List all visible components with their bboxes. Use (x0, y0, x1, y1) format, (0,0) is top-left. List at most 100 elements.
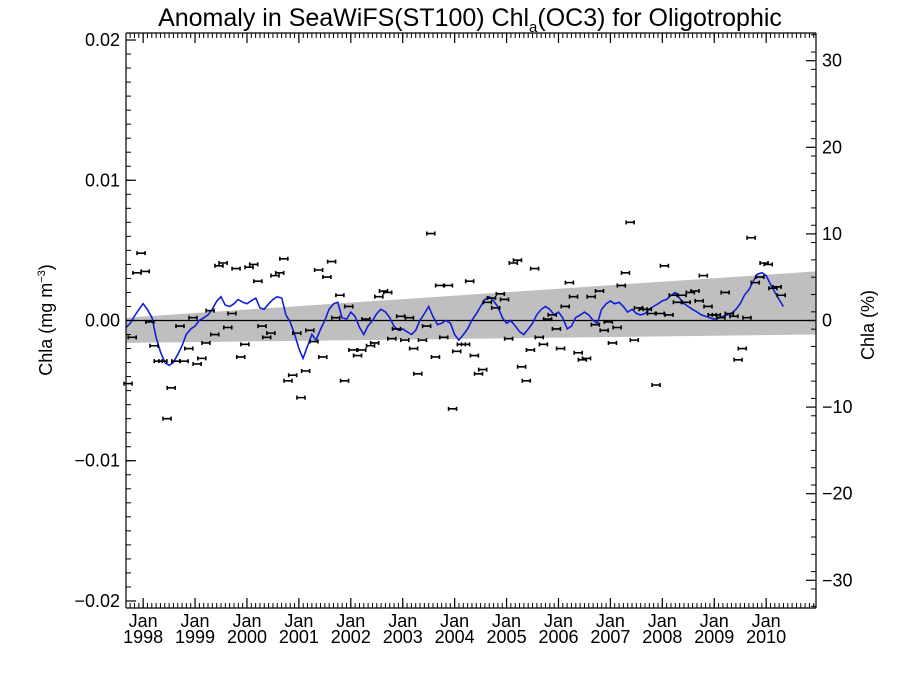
monthly-point (421, 324, 432, 329)
chart-title-subscript: a (529, 19, 538, 36)
left-tick-label: 0.00 (85, 311, 120, 331)
smoothed-anomaly-line (125, 271, 784, 367)
monthly-point (555, 346, 566, 351)
left-tick-label: 0.01 (85, 170, 120, 190)
error-bar (266, 331, 276, 336)
monthly-point (672, 300, 683, 305)
error-bar (469, 353, 480, 358)
left-tick-label: 0.02 (85, 30, 120, 50)
monthly-point (573, 350, 584, 355)
error-bar (750, 280, 761, 285)
error-bar (772, 284, 782, 289)
y-axis-label-left-close: ) (36, 264, 56, 270)
chart-title-rest: (OC3) for Oligotrophic (537, 4, 782, 32)
monthly-point (508, 261, 519, 265)
monthly-point (434, 283, 445, 288)
monthly-point (755, 275, 765, 280)
x-tick-year-label: 2008 (642, 627, 682, 647)
error-bar (555, 346, 566, 351)
monthly-point (612, 325, 622, 330)
monthly-point (664, 312, 674, 317)
monthly-point (430, 354, 441, 359)
error-bar (594, 289, 605, 294)
y-axis-label-left-main: Chla (mg m (36, 283, 56, 376)
monthly-point (218, 261, 228, 265)
error-bar (330, 315, 341, 320)
error-bar (300, 368, 311, 373)
error-bar (395, 314, 406, 319)
monthly-point (460, 342, 471, 347)
monthly-point (244, 265, 254, 270)
error-bar (733, 357, 743, 362)
monthly-point (737, 346, 748, 351)
error-bar (560, 304, 571, 309)
monthly-point (581, 356, 592, 361)
left-tick-label: −0.02 (74, 591, 120, 611)
monthly-point (438, 335, 449, 340)
chart-title-main: Anomaly in SeaWiFS(ST100) Chl (158, 4, 529, 32)
monthly-point (763, 262, 774, 267)
error-bar (222, 325, 233, 330)
right-tick-label: −10 (822, 397, 853, 417)
error-bar (235, 354, 246, 359)
x-tick-month-label: Jan (440, 611, 469, 631)
x-tick-month-label: Jan (284, 611, 313, 631)
x-tick-month-label: Jan (336, 611, 365, 631)
error-bar (612, 325, 622, 330)
monthly-point (158, 359, 168, 364)
monthly-point (625, 220, 635, 225)
monthly-point (322, 275, 332, 280)
monthly-point (703, 304, 713, 309)
monthly-point (304, 328, 315, 333)
error-bar (590, 322, 601, 327)
error-bar (607, 340, 618, 345)
x-tick-year-label: 2004 (435, 627, 475, 647)
monthly-point (750, 280, 761, 285)
trend-band (126, 271, 816, 343)
error-bar (123, 381, 133, 386)
right-tick-label: −20 (822, 484, 853, 504)
error-bar (257, 324, 267, 329)
error-bar (551, 326, 562, 331)
monthly-point (681, 300, 692, 305)
monthly-point (729, 314, 739, 319)
error-bar (724, 311, 735, 316)
x-tick-year-label: 1998 (123, 627, 163, 647)
monthly-point (404, 315, 415, 320)
monthly-point (313, 268, 324, 273)
x-tick-month-label: Jan (752, 611, 781, 631)
error-bar (703, 304, 713, 309)
monthly-point (746, 235, 756, 240)
error-bar (253, 279, 263, 284)
error-bar (495, 291, 506, 296)
error-bar (521, 378, 532, 383)
error-bar (400, 338, 410, 343)
monthly-point (149, 343, 159, 348)
monthly-point (274, 270, 285, 275)
monthly-point (490, 305, 501, 310)
error-bar (516, 364, 527, 369)
error-bar (486, 296, 497, 301)
x-tick-year-label: 2006 (538, 627, 578, 647)
error-bar (742, 315, 752, 320)
error-bar (326, 259, 337, 264)
monthly-point (391, 326, 402, 331)
error-bar (356, 347, 367, 352)
error-bar (746, 235, 756, 240)
monthly-point (162, 416, 172, 421)
error-bar (283, 378, 293, 383)
error-bar (175, 324, 185, 329)
monthly-point (123, 381, 133, 386)
error-bar (503, 336, 514, 341)
monthly-point (534, 335, 545, 340)
monthly-point (425, 231, 436, 236)
monthly-point (127, 335, 138, 340)
error-bar (227, 311, 237, 316)
monthly-point (698, 273, 709, 278)
monthly-point (166, 385, 176, 390)
error-bar (412, 371, 423, 376)
error-bar (369, 340, 380, 345)
error-bar (231, 266, 241, 271)
error-bar (209, 332, 220, 337)
monthly-point (486, 296, 497, 301)
